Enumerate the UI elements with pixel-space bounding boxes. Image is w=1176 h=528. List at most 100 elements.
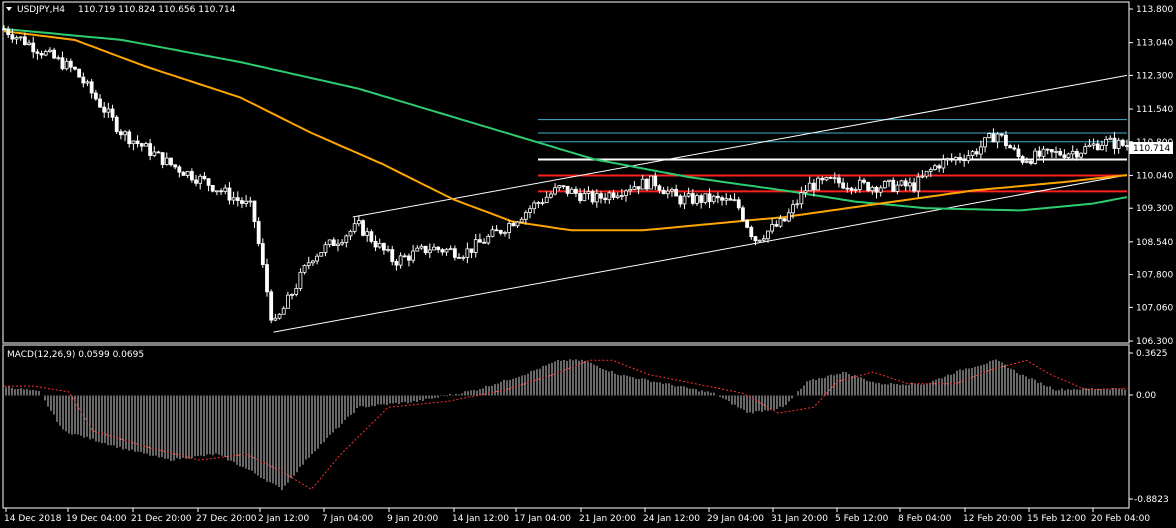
bear-candle (690, 193, 695, 204)
bear-candle (498, 230, 503, 234)
bull-candle (665, 190, 670, 195)
bear-candle (653, 175, 658, 187)
bull-candle (348, 230, 353, 237)
bull-candle (336, 243, 340, 247)
price-tick-label: 110.040 (1136, 171, 1173, 181)
bear-candle (60, 57, 65, 70)
bull-candle (1087, 144, 1092, 148)
bull-candle (131, 140, 136, 145)
bear-candle (991, 133, 996, 143)
bear-candle (457, 256, 461, 259)
time-tick-label: 5 Feb 12:00 (835, 514, 889, 524)
time-tick-label: 2 Jan 12:00 (258, 514, 310, 524)
chart-menu-triangle-icon[interactable] (6, 7, 12, 11)
bull-candle (945, 158, 950, 161)
bear-candle (774, 224, 779, 227)
bear-candle (361, 220, 365, 236)
bull-candle (899, 180, 904, 186)
bull-candle (619, 195, 624, 197)
bear-candle (636, 186, 641, 190)
bull-candle (365, 231, 370, 236)
bull-candle (352, 223, 357, 232)
bull-candle (1104, 138, 1109, 146)
bear-candle (866, 182, 871, 192)
time-tick-label: 12 Feb 20:00 (963, 514, 1022, 524)
bear-candle (240, 200, 244, 204)
bear-candle (494, 229, 499, 232)
bear-candle (611, 192, 616, 198)
bear-candle (423, 245, 428, 254)
time-tick-label: 7 Jan 04:00 (322, 514, 374, 524)
bear-candle (373, 241, 378, 248)
bull-candle (532, 202, 537, 210)
bear-candle (77, 68, 82, 78)
price-tick-label: 113.040 (1136, 39, 1173, 49)
bull-candle (507, 223, 512, 233)
bear-candle (202, 175, 207, 180)
bull-candle (953, 157, 958, 160)
bull-candle (540, 202, 545, 204)
bear-candle (98, 98, 102, 108)
bear-candle (728, 198, 733, 201)
bear-candle (753, 236, 758, 242)
bear-candle (177, 166, 182, 173)
bear-candle (227, 187, 232, 201)
bear-candle (699, 195, 704, 203)
bull-candle (1033, 150, 1038, 164)
bull-candle (553, 187, 557, 195)
bull-candle (778, 218, 783, 227)
bull-candle (427, 249, 432, 254)
bull-candle (1024, 160, 1029, 163)
bear-candle (10, 34, 15, 40)
price-axis: 113.800113.040112.300111.540110.800110.0… (1129, 5, 1173, 347)
bull-candle (569, 188, 574, 194)
bull-candle (1100, 144, 1104, 151)
macd-label: MACD(12,26,9) 0.0599 0.0695 (7, 350, 144, 360)
bull-candle (878, 187, 883, 193)
bear-candle (118, 131, 123, 136)
bull-candle (198, 175, 203, 184)
price-tick-label: 112.300 (1136, 71, 1173, 81)
price-tick-label: 107.800 (1136, 271, 1173, 281)
bear-candle (841, 182, 846, 189)
bear-candle (127, 131, 132, 145)
bull-candle (277, 313, 282, 319)
bull-candle (557, 185, 562, 189)
bear-candle (661, 189, 666, 195)
bear-candle (949, 158, 954, 160)
price-panel-frame (2, 1, 1130, 344)
bull-candle (486, 235, 491, 244)
bull-candle (528, 208, 532, 213)
bear-candle (603, 197, 608, 201)
bull-candle (1070, 150, 1075, 155)
price-tick-label: 111.540 (1136, 105, 1173, 115)
price-tick-label: 107.060 (1136, 303, 1173, 313)
moving-average-fast-line (3, 30, 1128, 232)
bull-candle (344, 235, 349, 243)
bull-candle (732, 199, 737, 202)
bull-candle (302, 265, 307, 273)
current-price-tag (1129, 142, 1173, 154)
bull-candle (607, 192, 612, 201)
bear-candle (820, 177, 825, 181)
bull-candle (1116, 139, 1121, 149)
bear-candle (1016, 148, 1021, 157)
bear-candle (73, 66, 77, 70)
bear-candle (369, 231, 374, 242)
price-tick-label: 108.540 (1136, 238, 1173, 248)
bear-candle (1045, 148, 1050, 151)
bear-candle (578, 193, 583, 202)
bull-candle (298, 271, 303, 289)
bull-candle (786, 212, 791, 222)
bull-candle (1054, 150, 1058, 153)
trend-channel (273, 74, 1128, 333)
macd-tick-top-label: 0.3625 (1136, 349, 1168, 359)
bull-candle (916, 176, 921, 192)
bear-candle (252, 200, 257, 222)
bear-candle (173, 164, 178, 168)
bull-candle (503, 232, 507, 234)
bull-candle (908, 182, 912, 187)
bull-candle (807, 182, 812, 192)
bull-candle (770, 224, 775, 232)
bear-candle (169, 157, 173, 166)
